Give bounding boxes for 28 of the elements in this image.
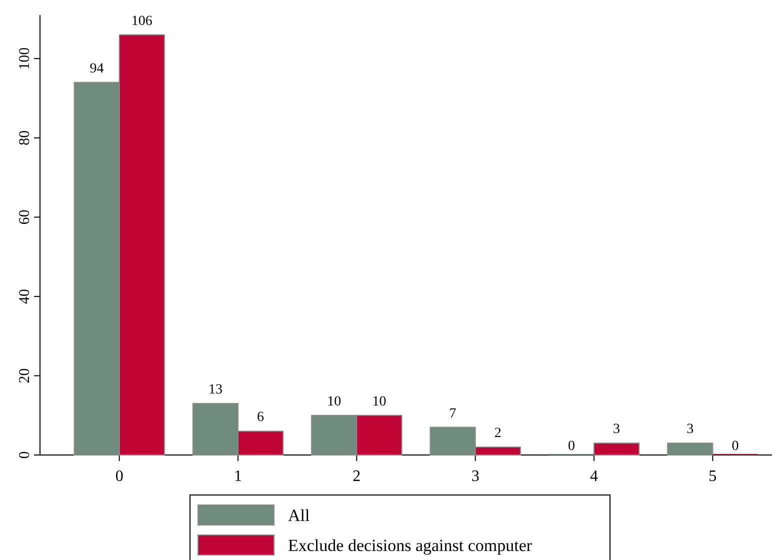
data-label: 106	[131, 14, 152, 29]
data-label: 0	[732, 439, 739, 454]
x-tick-label: 1	[234, 468, 242, 485]
data-label: 10	[327, 394, 342, 410]
x-tick-label: 5	[708, 468, 717, 485]
x-tick-label: 3	[471, 468, 480, 485]
bar	[667, 442, 714, 456]
data-label: 13	[208, 382, 222, 398]
legend-label: All	[288, 506, 310, 525]
data-label: 0	[568, 439, 575, 454]
data-label: 94	[90, 61, 104, 76]
y-tick-label: 100	[17, 47, 33, 70]
data-label: 3	[686, 422, 694, 438]
data-label: 3	[613, 422, 620, 438]
y-tick-label: 0	[17, 451, 33, 459]
y-tick-label: 60	[17, 210, 33, 225]
data-label: 7	[449, 406, 456, 422]
y-tick-label: 80	[17, 130, 33, 146]
data-label: 10	[372, 394, 386, 410]
data-label: 6	[257, 410, 264, 426]
x-tick-label: 4	[590, 468, 598, 485]
y-tick-label: 40	[17, 288, 33, 304]
x-tick-label: 0	[115, 468, 124, 485]
legend-label: Exclude decisions against computer	[288, 536, 532, 555]
bar	[594, 442, 640, 456]
x-tick-label: 2	[352, 468, 361, 485]
y-tick-label: 20	[17, 368, 33, 384]
data-label: 2	[494, 426, 502, 442]
